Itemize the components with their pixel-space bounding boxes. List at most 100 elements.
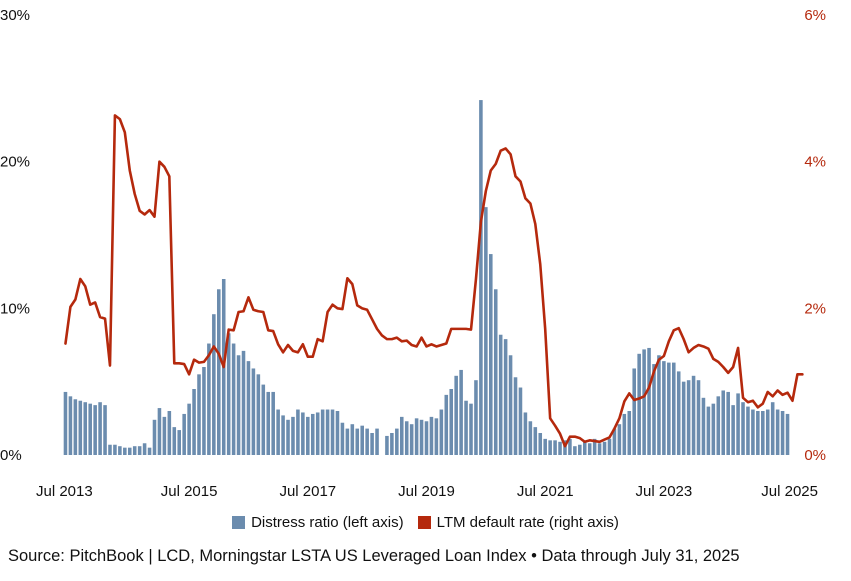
- distress-bar: [360, 425, 364, 455]
- legend-swatch-bar-icon: [232, 516, 246, 529]
- distress-bar: [63, 391, 68, 455]
- distress-bar: [642, 349, 646, 455]
- distress-bar: [756, 411, 760, 455]
- distress-bar: [751, 409, 755, 455]
- x-tick-label: Jul 2017: [279, 483, 336, 500]
- distress-bar: [103, 405, 107, 455]
- distress-bar: [652, 364, 656, 455]
- distress-bar: [746, 406, 750, 455]
- distress-bar: [721, 390, 726, 455]
- distress-bar: [770, 402, 775, 455]
- distress-bar: [276, 409, 280, 455]
- distress-bar: [256, 374, 261, 455]
- distress-bar: [602, 441, 607, 455]
- x-tick-label: Jul 2019: [398, 483, 455, 500]
- ltm-default-line: [64, 114, 804, 448]
- distress-bar: [587, 443, 592, 455]
- distress-bar: [676, 371, 681, 455]
- distress-bar: [578, 444, 582, 455]
- distress-bar: [301, 412, 305, 455]
- distress-bar: [627, 411, 632, 455]
- legend-label-distress: Distress ratio (left axis): [251, 514, 404, 531]
- distress-bar: [266, 391, 271, 455]
- distress-bar: [454, 375, 458, 455]
- distress-bar: [236, 355, 241, 455]
- distress-bar: [251, 368, 256, 455]
- distress-bar: [523, 412, 528, 455]
- legend-label-default: LTM default rate (right axis): [436, 514, 619, 531]
- distress-bar: [306, 416, 310, 455]
- distress-bar: [197, 374, 201, 455]
- distress-bar: [345, 428, 350, 455]
- ltm-default-polyline: [64, 114, 804, 448]
- distress-bar: [157, 408, 162, 455]
- distress-bar: [241, 350, 246, 455]
- distress-bar: [731, 405, 735, 455]
- distress-bar: [761, 411, 765, 455]
- legend-swatch-line-icon: [417, 516, 431, 529]
- legend-item-distress: Distress ratio (left axis): [232, 514, 404, 531]
- distress-bar: [123, 447, 127, 455]
- distress-bar: [449, 389, 454, 455]
- left-tick-label: 10%: [0, 300, 30, 317]
- distress-bar: [78, 400, 83, 455]
- distress-bar: [177, 430, 181, 455]
- distress-bar: [469, 403, 473, 455]
- distress-bar: [691, 375, 696, 455]
- distress-bar: [780, 411, 785, 455]
- distress-bar: [350, 424, 355, 455]
- distress-bar: [207, 343, 211, 455]
- distress-bar: [83, 402, 88, 455]
- distress-bar: [622, 413, 627, 455]
- distress-bar: [315, 412, 320, 455]
- distress-bar: [93, 405, 97, 455]
- distress-bar: [291, 416, 295, 455]
- distress-bar: [355, 428, 360, 455]
- distress-bar: [459, 369, 463, 455]
- distress-bar: [716, 396, 721, 455]
- distress-bar: [147, 447, 152, 455]
- distress-bar: [775, 409, 780, 455]
- distress-bar: [464, 400, 468, 455]
- distress-bar: [513, 377, 518, 455]
- distress-bar: [434, 418, 439, 455]
- distress-bar: [607, 438, 612, 455]
- distress-bar: [538, 433, 543, 455]
- distress-bar: [563, 440, 567, 455]
- distress-bar: [409, 424, 414, 455]
- distress-bar: [498, 334, 503, 455]
- distress-bar: [533, 427, 538, 455]
- distress-bar: [558, 441, 562, 455]
- distress-bar: [335, 411, 340, 455]
- distress-bar: [192, 389, 196, 455]
- right-axis: 0% 2% 4% 6%: [804, 7, 826, 464]
- distress-bar: [246, 361, 251, 455]
- distress-bar: [118, 446, 122, 455]
- distress-bar: [375, 428, 379, 455]
- distress-bar: [395, 428, 399, 455]
- left-tick-label: 20%: [0, 154, 30, 171]
- distress-bar: [553, 440, 557, 455]
- distress-bar: [548, 440, 552, 455]
- legend-item-default: LTM default rate (right axis): [417, 514, 619, 531]
- distress-bar: [573, 446, 577, 455]
- x-axis: Jul 2013 Jul 2015 Jul 2017 Jul 2019 Jul 2021…: [36, 483, 818, 500]
- distress-bar: [479, 100, 483, 455]
- distress-bar: [424, 421, 429, 455]
- distress-ratio-bars: [63, 100, 790, 455]
- distress-bar: [568, 438, 572, 455]
- distress-bar: [647, 347, 651, 455]
- distress-bar: [489, 254, 493, 455]
- distress-bar: [390, 433, 394, 455]
- x-tick-label: Jul 2025: [761, 483, 818, 500]
- right-tick-label: 6%: [804, 7, 826, 24]
- distress-bar: [108, 444, 112, 455]
- left-tick-label: 30%: [0, 7, 30, 24]
- right-tick-label: 2%: [804, 300, 826, 317]
- distress-bar: [726, 391, 730, 455]
- distress-bar: [592, 438, 597, 455]
- distress-bar: [162, 416, 167, 455]
- distress-bar: [736, 393, 740, 455]
- distress-bar: [182, 413, 186, 455]
- distress-bar: [741, 402, 745, 455]
